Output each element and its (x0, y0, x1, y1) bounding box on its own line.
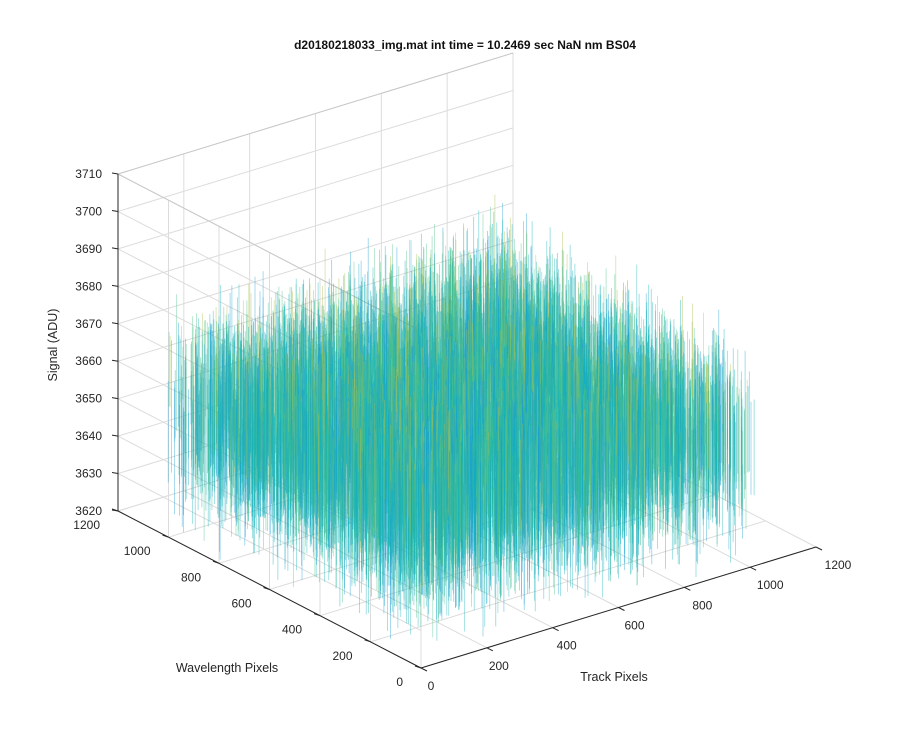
grid-line (117, 202, 514, 325)
grid-line (117, 52, 514, 175)
grid-line (117, 89, 514, 212)
grid-line (117, 127, 514, 250)
grid-line (117, 164, 514, 287)
surface-data (167, 194, 755, 641)
grid-line (117, 473, 422, 631)
